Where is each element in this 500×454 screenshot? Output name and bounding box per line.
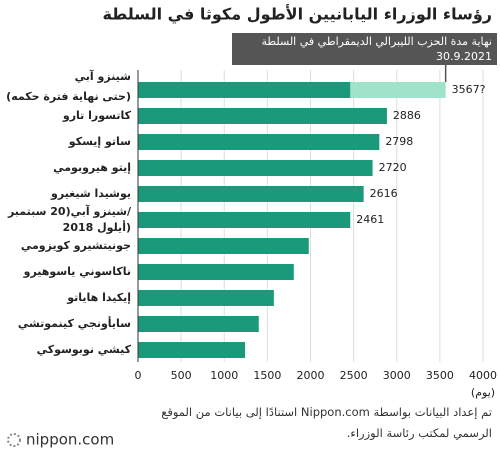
y-tick-label: ناكاسوني ياسوهيرو <box>23 265 131 278</box>
bar <box>138 316 259 332</box>
annotation: 30.9.2021 <box>436 50 492 63</box>
bar <box>138 212 351 228</box>
logo-icon <box>7 433 21 447</box>
value-label: 2886 <box>393 109 421 122</box>
y-tick-label: شينزو آبي(20 سبتمبر/ <box>7 204 132 218</box>
value-label: 2616 <box>370 187 398 200</box>
y-tick-label: سايأونجي كينموتشي <box>18 316 131 330</box>
value-label: 2798 <box>385 135 413 148</box>
bar <box>138 238 309 254</box>
y-tick-label: إيتو هيروبومي <box>53 161 131 174</box>
x-tick-label: 1000 <box>210 369 238 382</box>
y-tick-label: ساتو إيسكو <box>68 135 131 148</box>
bar <box>138 134 380 150</box>
bar <box>138 108 387 124</box>
bar <box>138 82 351 98</box>
y-tick-label: يوشيدا شيغيرو <box>50 187 131 200</box>
x-tick-label: 3000 <box>383 369 411 382</box>
x-axis-label: (يوم) <box>471 386 495 399</box>
y-tick-label: كاتسورا تارو <box>62 109 132 122</box>
y-tick-label: إيكيدا هاياتو <box>66 291 131 304</box>
x-tick-label: 2000 <box>297 369 325 382</box>
annotation-box <box>232 33 497 65</box>
y-tick-label: شينزو آبي <box>75 69 131 83</box>
source-note: تم إعداد البيانات بواسطة Nippon.com استن… <box>161 405 492 440</box>
y-tick-label: كيشي نوبوسوكي <box>37 343 132 356</box>
bar <box>138 186 364 202</box>
chart-title: رؤساء الوزراء اليابانيين الأطول مكوثا في… <box>102 5 492 25</box>
x-tick-label: 0 <box>135 369 142 382</box>
x-tick-label: 1500 <box>253 369 281 382</box>
x-tick-label: 3500 <box>426 369 454 382</box>
value-label: 2461 <box>356 213 384 226</box>
logo-text: nippon.com <box>26 431 114 449</box>
bar <box>138 342 246 358</box>
logo: nippon.com <box>7 431 114 449</box>
y-tick-label: أيلول 2018) <box>63 220 131 234</box>
y-tick-label: (حتى نهاية فترة حكمه) <box>6 90 131 103</box>
x-tick-label: 2500 <box>340 369 368 382</box>
bar <box>138 264 294 280</box>
y-tick-label: جونيتشيرو كويزومي <box>21 239 131 252</box>
bar <box>138 160 373 176</box>
bar <box>138 290 274 306</box>
bar-projection <box>350 82 446 98</box>
x-tick-label: 4000 <box>469 369 497 382</box>
annotation: نهاية مدة الحزب الليبرالي الديمقراطي في … <box>261 35 492 48</box>
x-tick-label: 500 <box>171 369 192 382</box>
value-label: 2720 <box>379 161 407 174</box>
value-label: 3567? <box>452 83 486 96</box>
